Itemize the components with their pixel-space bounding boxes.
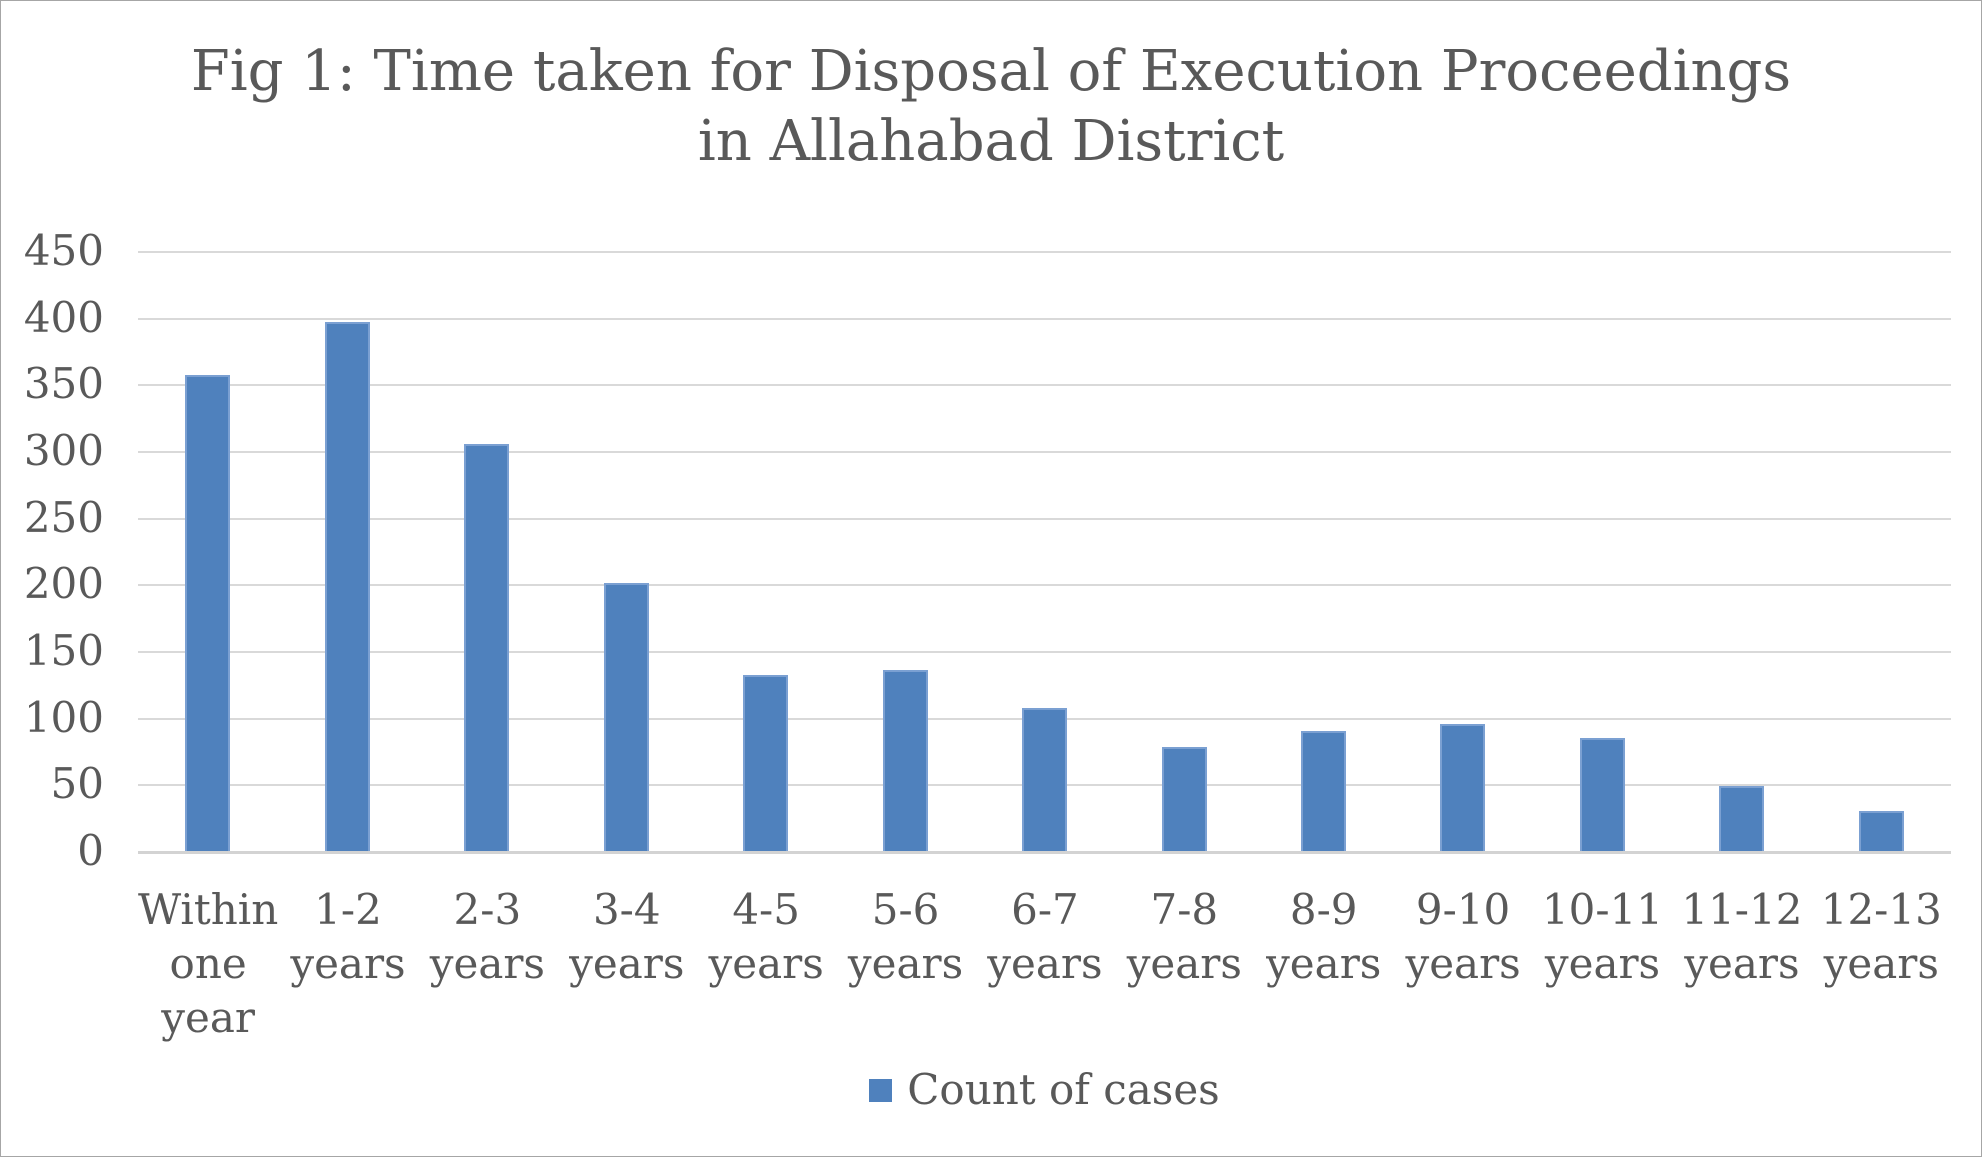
x-tick-label: 5-6 years	[847, 885, 964, 988]
bar-slot	[1672, 251, 1811, 851]
y-tick-label: 0	[77, 826, 104, 875]
bar	[603, 583, 649, 851]
bar-slot	[835, 251, 974, 851]
x-tick-label: 1-2 years	[290, 885, 406, 988]
bar-slot	[1254, 251, 1393, 851]
bar	[1300, 731, 1346, 851]
chart-title-line2: in Allahabad District	[697, 109, 1285, 174]
x-tick-label: 10-11 years	[1541, 885, 1664, 988]
bar	[1440, 724, 1486, 851]
bar	[743, 675, 789, 851]
bar-series	[138, 251, 1951, 851]
x-axis: Within one year 1-2 years 2-3 years 3-4 yea…	[138, 883, 1951, 1045]
gridline	[138, 451, 1951, 453]
bar-slot	[1114, 251, 1253, 851]
plot-area	[138, 251, 1951, 854]
gridline	[138, 584, 1951, 587]
bar	[1858, 811, 1904, 851]
bar	[1161, 747, 1207, 851]
legend-swatch-icon	[869, 1078, 893, 1102]
bar	[324, 321, 370, 851]
x-tick-label: 6-7 years	[987, 885, 1103, 988]
bar-slot	[556, 251, 695, 851]
x-tick-label: 3-4 years	[569, 885, 685, 988]
y-tick-label: 250	[23, 492, 104, 542]
bar	[882, 669, 928, 851]
bar-slot	[1393, 251, 1532, 851]
bar-slot	[417, 251, 556, 851]
bar	[1719, 785, 1765, 851]
bar-slot	[138, 251, 277, 851]
x-axis-line	[138, 851, 1951, 854]
y-tick-label: 150	[23, 626, 104, 675]
y-tick-label: 450	[23, 226, 104, 275]
x-tick-label: 2-3 years	[429, 885, 545, 988]
bar-slot	[696, 251, 835, 851]
gridline	[138, 251, 1951, 253]
gridline	[138, 384, 1951, 387]
legend-label: Count of cases	[907, 1065, 1220, 1114]
gridline	[138, 651, 1951, 653]
x-tick-label: 4-5 years	[708, 885, 824, 988]
y-tick-label: 50	[50, 759, 104, 809]
bar-slot	[1812, 251, 1951, 851]
x-tick-label: 9-10 years	[1405, 885, 1521, 988]
bar	[1022, 708, 1068, 851]
bar	[1579, 737, 1625, 851]
x-tick-label: 7-8 years	[1126, 885, 1242, 988]
x-tick-label: 11-12 years	[1681, 885, 1803, 988]
y-tick-label: 400	[23, 292, 104, 342]
x-tick-label: 8-9 years	[1266, 885, 1382, 988]
y-tick-label: 100	[23, 692, 104, 742]
gridline	[138, 317, 1951, 320]
legend: Count of cases	[138, 1065, 1951, 1115]
x-tick-label: Within one year	[138, 885, 279, 1042]
y-tick-label: 350	[23, 359, 104, 409]
bar-slot	[277, 251, 416, 851]
chart-title-line1: Fig 1: Time taken for Disposal of Execut…	[190, 39, 1792, 104]
bar-slot	[975, 251, 1114, 851]
y-tick-label: 200	[23, 559, 104, 609]
chart-title: Fig 1: Time taken for Disposal of Execut…	[1, 37, 1981, 177]
y-tick-label: 300	[23, 426, 104, 475]
gridline	[138, 517, 1951, 520]
bar-slot	[1533, 251, 1672, 851]
bar	[464, 444, 510, 851]
bar	[185, 375, 231, 851]
x-tick-label: 12-13 years	[1820, 885, 1942, 988]
